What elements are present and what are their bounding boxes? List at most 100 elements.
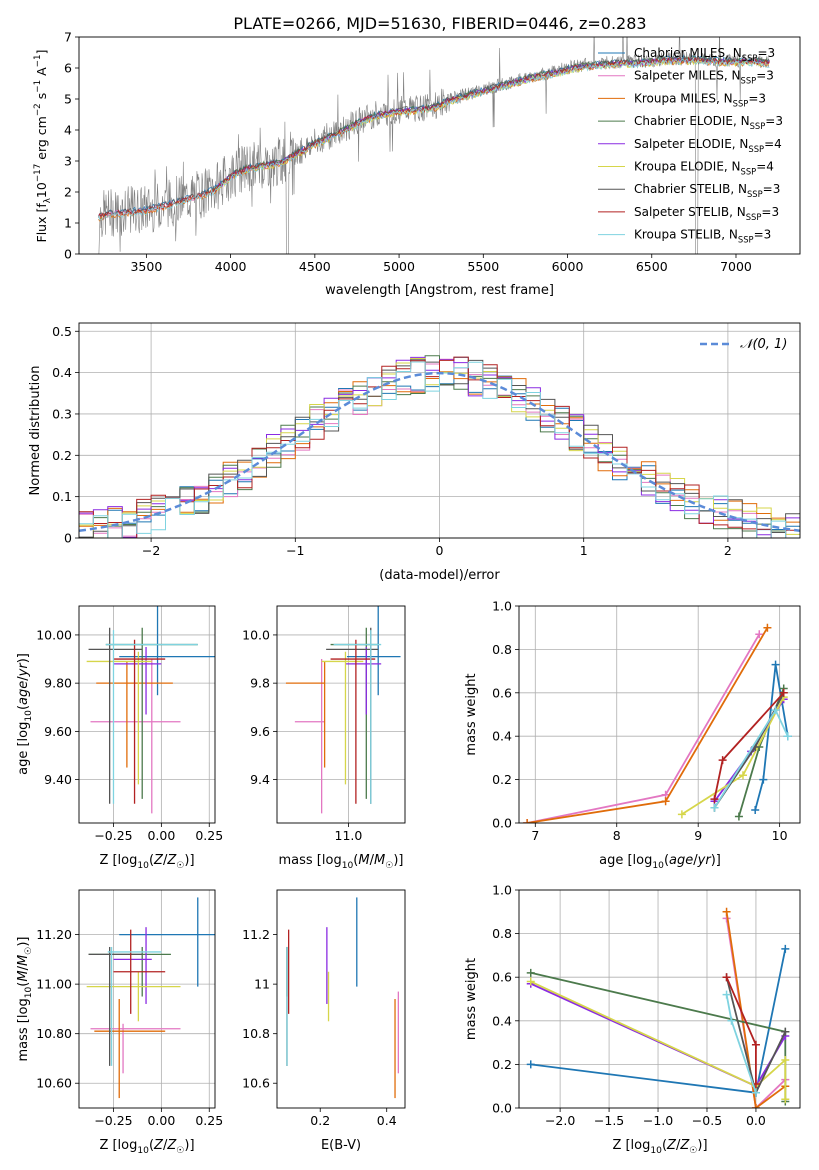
- spectrum-panel: 3500 4000 4500 5000 5500 6000 6500 7000 0 1 2 3 4 5 6 7…: [33, 30, 801, 298]
- x-axis-label: age [log10(age/yr)]: [599, 853, 721, 871]
- axes-frame: [276, 889, 406, 1109]
- weight-marker-chabrier_miles: [781, 944, 790, 953]
- y-tick-label: 10.0: [242, 627, 270, 642]
- y-tick-label: 10.80: [36, 1026, 72, 1041]
- legend-label-kroupa_elodie: Kroupa ELODIE, NSSP=4: [634, 160, 774, 177]
- x-tick-label: 0: [436, 543, 444, 558]
- x-tick-label: −2.0: [545, 1113, 575, 1128]
- x-tick-label: −0.25: [94, 828, 132, 843]
- legend-label-salpeter_miles: Salpeter MILES, NSSP=3: [634, 69, 774, 86]
- y-tick-label: 0.3: [52, 406, 72, 421]
- weight-marker-kroupa_elodie: [526, 977, 535, 986]
- y-tick-label: 11: [254, 977, 270, 992]
- x-tick-label: 5500: [467, 259, 499, 274]
- y-tick-label: 11.20: [36, 927, 72, 942]
- y-tick-label: 3: [64, 154, 72, 169]
- weight-line-kroupa_elodie: [681, 696, 785, 816]
- weight-marker-chabrier_elodie: [526, 968, 535, 977]
- y-tick-label: 5: [64, 92, 72, 107]
- weight-marker-salpeter_stelib: [779, 688, 788, 697]
- weight-line-kroupa_elodie: [530, 980, 787, 1100]
- legend-label-chabrier_stelib: Chabrier STELIB, NSSP=3: [634, 182, 780, 199]
- x-tick-label: 9: [694, 828, 702, 843]
- y-tick-label: 0.8: [492, 926, 512, 941]
- weight-marker-chabrier_miles: [751, 805, 760, 814]
- residual-histogram-salpeter_miles: [79, 358, 800, 538]
- x-tick-label: 10: [772, 828, 788, 843]
- model-spectrum-chabrier_stelib: [98, 55, 770, 218]
- axes-frame: [518, 605, 801, 824]
- legend-label-kroupa_stelib: Kroupa STELIB, NSSP=3: [634, 228, 771, 245]
- y-tick-label: 7: [64, 30, 72, 45]
- plot-area: [285, 606, 401, 814]
- axes-frame: [78, 889, 216, 1109]
- x-tick-label: 1: [580, 543, 588, 558]
- weight-marker-kroupa_miles: [523, 819, 532, 823]
- y-tick-label: 10.60: [36, 1076, 72, 1091]
- plot-area: [86, 606, 215, 814]
- x-tick-label: 4000: [215, 259, 247, 274]
- y-axis-label: Normed distribution: [28, 366, 43, 496]
- x-tick-label: 0.2: [310, 1113, 330, 1128]
- y-tick-label: 0.1: [52, 489, 72, 504]
- weight-marker-kroupa_stelib: [783, 732, 792, 741]
- y-tick-label: 0.0: [492, 816, 512, 831]
- weight-marker-kroupa_miles: [661, 797, 670, 806]
- y-tick-label: 0: [64, 247, 72, 262]
- weight-marker-kroupa_stelib: [710, 803, 719, 812]
- axes-frame: [276, 605, 406, 824]
- y-tick-label: 0.8: [492, 642, 512, 657]
- x-tick-label: 7: [531, 828, 539, 843]
- weight-marker-kroupa_elodie: [677, 810, 686, 819]
- weight-marker-chabrier_miles: [526, 1060, 535, 1069]
- y-tick-label: 0.4: [492, 729, 512, 744]
- x-axis-label: (data-model)/error: [379, 568, 500, 583]
- residuals-histogram-panel: −2 −1 0 1 2 0 0.1 0.2 0.3 0.4 0.5 (data-model)/erro…: [28, 322, 801, 583]
- axes-frame: [78, 322, 801, 539]
- y-tick-label: 0: [64, 531, 72, 546]
- x-tick-label: 11.0: [335, 828, 363, 843]
- weight-marker-salpeter_stelib: [751, 1040, 760, 1049]
- weight-marker-kroupa_elodie: [781, 1056, 790, 1065]
- legend-label-salpeter_stelib: Salpeter STELIB, NSSP=3: [634, 205, 779, 222]
- plot-area: [526, 907, 790, 1108]
- y-tick-label: 9.60: [44, 724, 72, 739]
- mass-weight-vs-metallicity-panel: −2.0 −1.5 −1.0 −0.5 0.0 0.0 0.2 0.4 0.6 0.8 1.0 mas…: [464, 883, 801, 1156]
- weight-marker-kroupa_elodie: [781, 1095, 790, 1104]
- x-axis-label: mass [log10(M/M☉)]: [279, 853, 404, 871]
- y-tick-label: 9.6: [250, 724, 270, 739]
- x-tick-label: 0.4: [377, 1113, 397, 1128]
- legend-label-kroupa_miles: Kroupa MILES, NSSP=3: [634, 91, 766, 108]
- mass-vs-metallicity-panel: −0.25 0.00 0.25 10.60 10.80 11.00 11.20 Z [log1…: [16, 889, 223, 1156]
- plot-area: [86, 897, 215, 1099]
- x-tick-label: −2: [142, 543, 160, 558]
- weight-marker-chabrier_stelib: [781, 1027, 790, 1036]
- y-axis-label: mass weight: [464, 673, 479, 755]
- y-tick-label: 1: [64, 216, 72, 231]
- weight-marker-kroupa_miles: [722, 907, 731, 916]
- y-tick-label: 0.2: [492, 1057, 512, 1072]
- weight-marker-kroupa_stelib: [727, 1016, 736, 1025]
- x-axis-label: Z [log10(Z/Z☉)]: [99, 1138, 194, 1156]
- x-tick-label: −0.25: [94, 1113, 132, 1128]
- y-tick-label: 10.8: [242, 1026, 270, 1041]
- y-tick-label: 0.2: [492, 772, 512, 787]
- weight-marker-chabrier_miles: [759, 775, 768, 784]
- weight-marker-salpeter_stelib: [710, 795, 719, 804]
- weight-line-kroupa_miles: [526, 627, 769, 823]
- weight-marker-kroupa_stelib: [771, 706, 780, 715]
- weight-line-chabrier_elodie: [738, 688, 785, 817]
- y-tick-label: 10.6: [242, 1076, 270, 1091]
- axes-frame: [518, 889, 801, 1109]
- legend-label-salpeter_elodie: Salpeter ELODIE, NSSP=4: [634, 137, 782, 154]
- weight-marker-kroupa_stelib: [722, 990, 731, 999]
- weight-marker-kroupa_elodie: [738, 771, 747, 780]
- x-tick-label: 4500: [299, 259, 331, 274]
- x-tick-label: 0.00: [147, 1113, 175, 1128]
- x-tick-label: −1.5: [594, 1113, 624, 1128]
- weight-marker-salpeter_stelib: [722, 973, 731, 982]
- age-vs-metallicity-panel: −0.25 0.00 0.25 9.40 9.60 9.80 10.00 Z [log10(Z…: [16, 605, 223, 871]
- legend-label-chabrier_elodie: Chabrier ELODIE, NSSP=3: [634, 114, 783, 131]
- weight-marker-salpeter_miles: [755, 630, 764, 639]
